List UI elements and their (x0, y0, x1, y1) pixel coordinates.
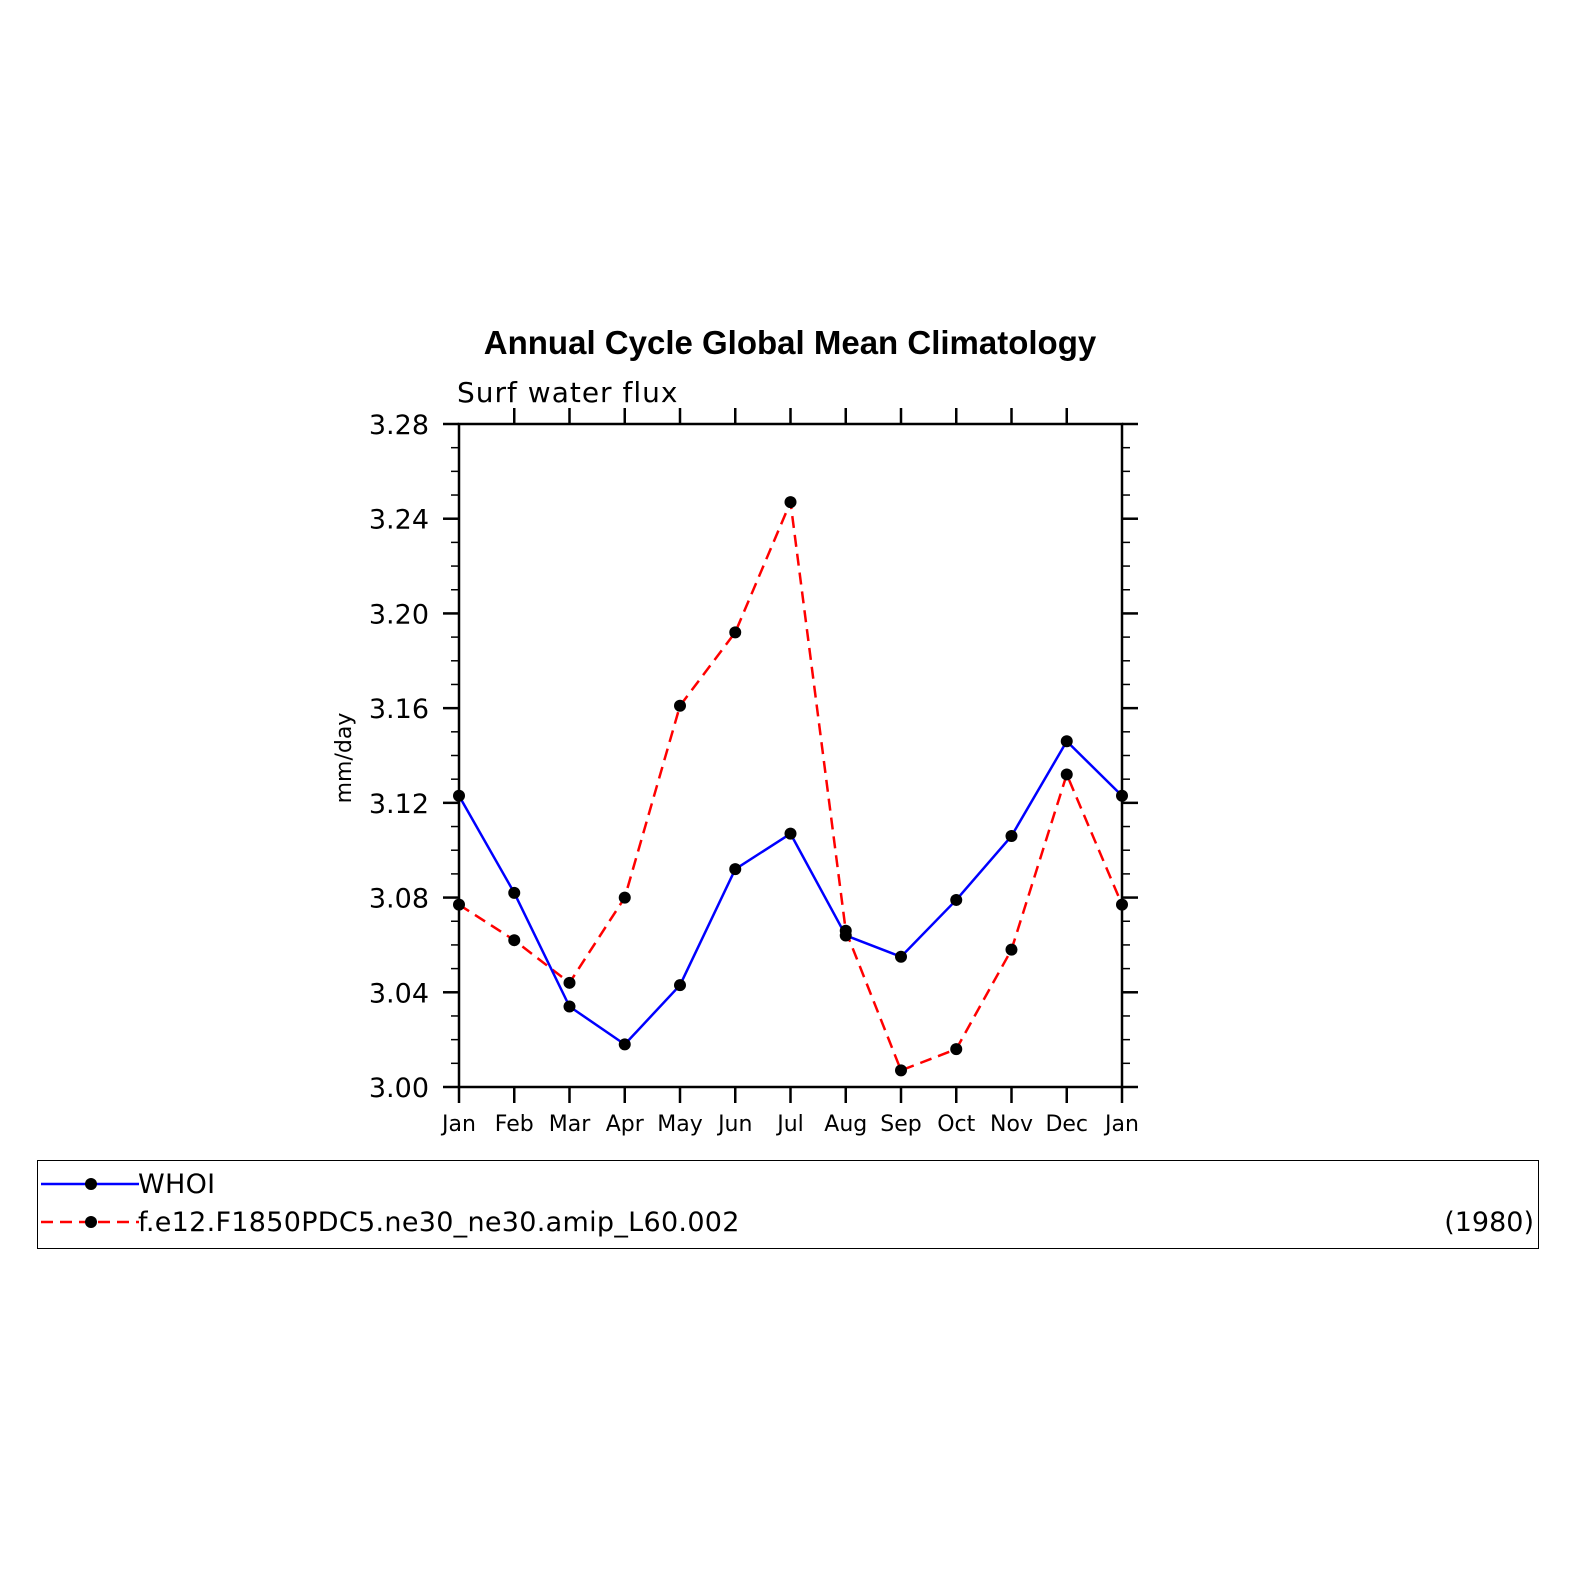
data-point-whoi (674, 979, 686, 992)
series-layer (453, 496, 1128, 1077)
x-tick-label: Jan (440, 1112, 476, 1137)
legend-years-model: (1980) (1444, 1207, 1534, 1238)
data-point-whoi (563, 1000, 576, 1013)
y-tick-label: 3.16 (369, 694, 429, 725)
data-point-model (674, 699, 686, 712)
data-point-whoi (839, 929, 852, 942)
data-point-model (784, 496, 797, 509)
plot-area-frame (457, 422, 1124, 1089)
data-point-model (453, 898, 465, 911)
x-tick-label: Dec (1045, 1112, 1088, 1137)
x-tick-label: Oct (937, 1112, 975, 1137)
legend: WHOI f.e12.F1850PDC5.ne30_ne30.amip_L60.… (37, 1160, 1539, 1249)
y-tick-label: 3.08 (369, 884, 429, 915)
series-line-whoi (457, 740, 1123, 1046)
data-point-model (508, 934, 521, 947)
data-point-model (729, 626, 742, 639)
legend-entry-whoi: WHOI (38, 1167, 1538, 1201)
x-tick-label: Aug (824, 1112, 867, 1137)
x-tick-label: Sep (880, 1112, 921, 1137)
x-tick-label: Jul (775, 1112, 804, 1137)
legend-swatch-whoi (41, 1178, 139, 1190)
y-axis-label: mm/day (332, 713, 357, 804)
legend-label-whoi: WHOI (138, 1169, 216, 1200)
data-point-whoi (1005, 830, 1018, 843)
y-tick-label: 3.24 (369, 505, 429, 536)
x-tick-label: Nov (990, 1112, 1033, 1137)
x-tick-label: Jun (716, 1112, 752, 1137)
axis-ticks: Jan Feb Mar Apr May Jun Jul Aug Sep Oct Nov Dec Jan 3… (369, 408, 1139, 1137)
y-tick-label: 3.04 (369, 978, 429, 1009)
data-point-model (895, 1064, 907, 1077)
legend-label-model: f.e12.F1850PDC5.ne30_ne30.amip_L60.002 (138, 1207, 740, 1238)
data-point-whoi (895, 950, 907, 963)
data-point-whoi (1116, 789, 1128, 802)
data-point-whoi (618, 1038, 631, 1051)
data-point-whoi (784, 827, 797, 840)
y-tick-label: 3.20 (369, 599, 429, 630)
x-tick-label: May (657, 1112, 702, 1137)
y-tick-label: 3.00 (369, 1073, 429, 1104)
data-point-model (618, 891, 631, 904)
x-tick-label: Jan (1103, 1112, 1139, 1137)
data-point-whoi (950, 893, 963, 906)
data-point-whoi (1060, 735, 1073, 748)
chart-subtitle: Surf water flux (457, 376, 678, 409)
data-point-whoi (508, 886, 521, 899)
legend-swatch-model (41, 1216, 139, 1228)
data-point-model (1005, 943, 1018, 956)
data-point-model (1060, 768, 1073, 781)
data-point-model (563, 976, 576, 989)
legend-entry-model: f.e12.F1850PDC5.ne30_ne30.amip_L60.002 (… (38, 1205, 1538, 1239)
x-tick-label: Apr (606, 1112, 645, 1137)
data-point-model (1116, 898, 1128, 911)
data-point-model (950, 1043, 963, 1056)
x-tick-label: Mar (549, 1112, 591, 1137)
y-tick-label: 3.28 (369, 410, 429, 441)
x-tick-label: Feb (495, 1112, 534, 1137)
y-tick-label: 3.12 (369, 789, 429, 820)
data-point-whoi (729, 863, 742, 876)
data-point-whoi (453, 789, 465, 802)
chart-title: Annual Cycle Global Mean Climatology (484, 324, 1097, 361)
